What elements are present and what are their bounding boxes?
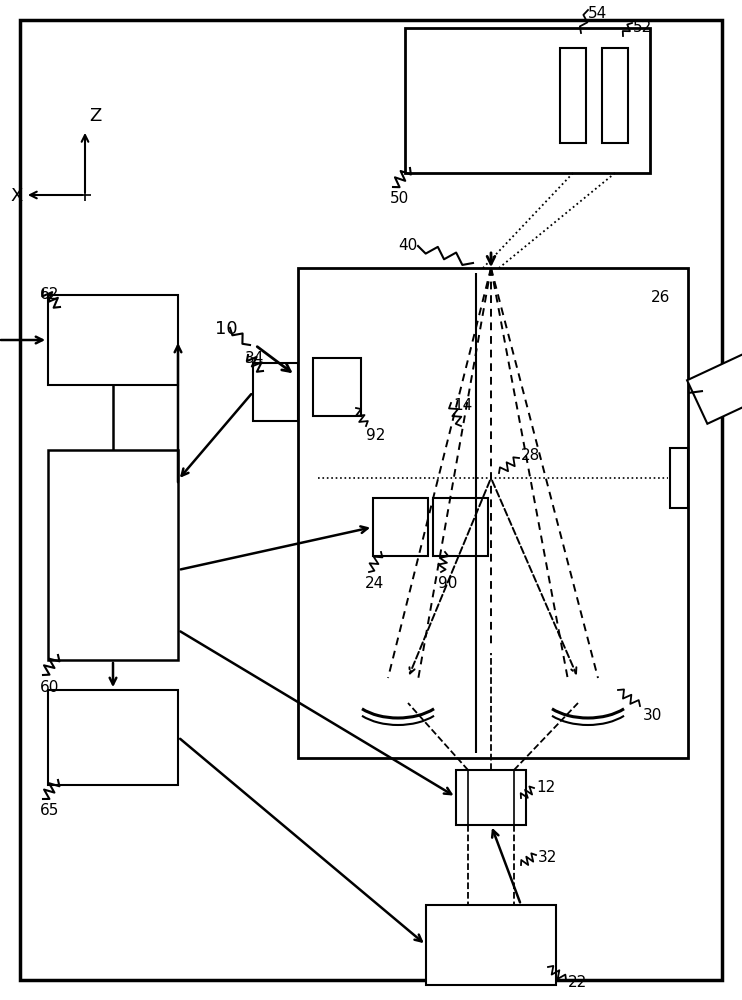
- Text: 26: 26: [651, 290, 670, 305]
- Bar: [433, 498, 488, 556]
- Bar: [426, 905, 556, 985]
- Bar: [456, 770, 526, 825]
- Bar: [48, 690, 178, 785]
- Text: 28: 28: [521, 448, 540, 463]
- Bar: [560, 48, 586, 143]
- Text: 34: 34: [245, 351, 264, 366]
- Text: 22: 22: [568, 975, 587, 990]
- Bar: [373, 498, 428, 556]
- Bar: [670, 448, 688, 508]
- Text: 24: 24: [365, 576, 384, 591]
- Text: 32: 32: [538, 850, 557, 865]
- Text: 14: 14: [453, 398, 472, 413]
- Text: 30: 30: [643, 708, 663, 723]
- Bar: [48, 295, 178, 385]
- Text: 12: 12: [536, 780, 555, 795]
- Text: 40: 40: [398, 238, 417, 253]
- Bar: [405, 28, 650, 173]
- Text: 54: 54: [588, 6, 607, 21]
- Text: 90: 90: [438, 576, 457, 591]
- Text: X: X: [10, 187, 22, 205]
- Bar: [687, 342, 742, 424]
- Bar: [48, 450, 178, 660]
- Text: 65: 65: [40, 803, 59, 818]
- Bar: [313, 358, 361, 416]
- Text: 52: 52: [633, 20, 652, 35]
- Text: 92: 92: [366, 428, 385, 443]
- Bar: [298, 268, 688, 758]
- Text: 62: 62: [40, 287, 59, 302]
- Text: Z: Z: [89, 107, 101, 125]
- Text: 50: 50: [390, 191, 410, 206]
- Text: 60: 60: [40, 680, 59, 695]
- Text: 10: 10: [215, 320, 237, 338]
- Bar: [602, 48, 628, 143]
- Bar: [253, 363, 298, 421]
